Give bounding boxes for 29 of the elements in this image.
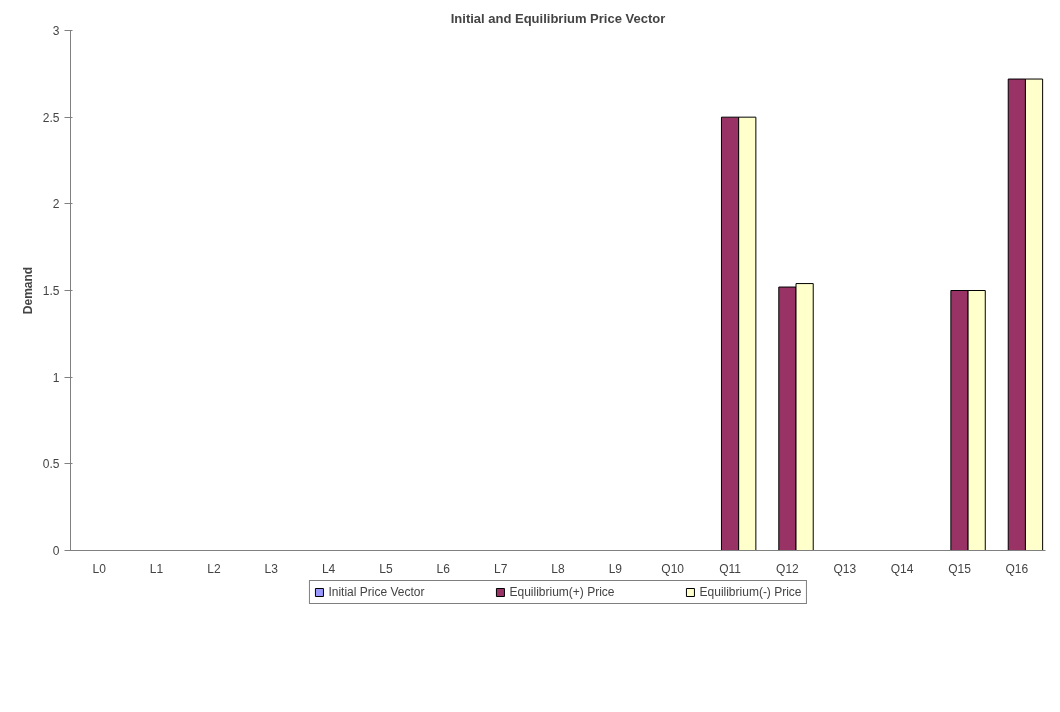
x-tick-label: L6 bbox=[436, 561, 451, 576]
y-tick-label: 0.5 bbox=[42, 457, 60, 472]
x-tick-label: Q16 bbox=[1005, 561, 1029, 576]
x-tick-label: L4 bbox=[321, 561, 336, 576]
x-tick-label: L8 bbox=[551, 561, 565, 576]
x-tick-label: Q11 bbox=[719, 561, 742, 576]
x-tick-label: Q14 bbox=[890, 561, 914, 576]
chart-title: Initial and Equilibrium Price Vector bbox=[450, 10, 666, 26]
legend-label: Equilibrium(+) Price bbox=[509, 585, 615, 599]
y-tick-label: 2.5 bbox=[42, 110, 60, 125]
x-tick-label: L9 bbox=[608, 561, 623, 576]
x-tick-label: Q12 bbox=[776, 561, 800, 576]
y-tick-label: 3 bbox=[52, 24, 60, 38]
x-tick-label: Q10 bbox=[661, 561, 685, 576]
y-tick-label: 2 bbox=[52, 197, 60, 212]
x-tick-label: L2 bbox=[207, 561, 221, 576]
legend-label: Equilibrium(-) Price bbox=[699, 585, 802, 599]
x-tick-label: L5 bbox=[379, 561, 393, 576]
y-axis-title: Demand bbox=[20, 266, 35, 315]
legend-label: Initial Price Vector bbox=[328, 585, 425, 599]
x-tick-label: Q15 bbox=[948, 561, 972, 576]
y-tick-label: 0 bbox=[52, 544, 60, 558]
x-tick-label: L7 bbox=[493, 561, 508, 576]
x-tick-label: L0 bbox=[92, 561, 107, 576]
y-tick-label: 1 bbox=[52, 370, 60, 385]
x-tick-label: L1 bbox=[149, 561, 164, 576]
x-tick-label: Q13 bbox=[833, 561, 857, 576]
x-tick-label: L3 bbox=[264, 561, 279, 576]
y-tick-label: 1.5 bbox=[42, 284, 60, 298]
